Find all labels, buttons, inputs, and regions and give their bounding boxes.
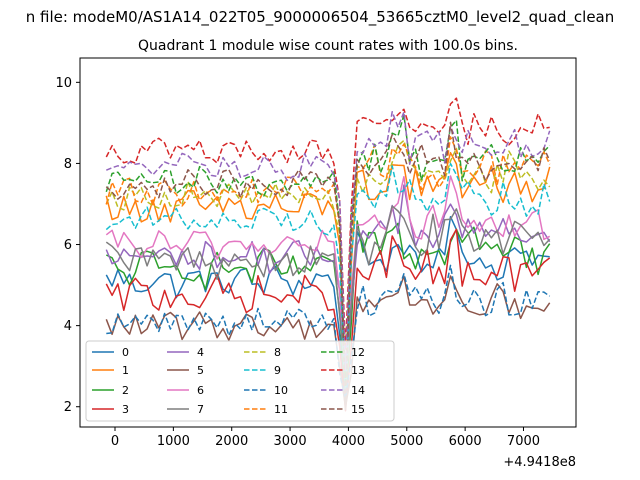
series-line-3 — [105, 228, 551, 412]
series-line-13 — [105, 97, 550, 351]
y-tick-label: 8 — [64, 157, 72, 172]
series-line-7 — [105, 205, 551, 376]
y-tick-label: 2 — [64, 400, 72, 415]
legend-label-7: 7 — [197, 403, 204, 416]
series-line-1 — [105, 151, 551, 404]
figure-suptitle: n file: modeM0/AS1A14_022T05_9000006504_… — [26, 8, 615, 27]
series-line-2 — [105, 220, 551, 400]
legend-label-8: 8 — [274, 346, 281, 359]
series-line-0 — [105, 215, 550, 396]
series-line-14 — [106, 111, 551, 371]
x-tick-label: 3000 — [274, 434, 307, 449]
y-tick-label: 6 — [64, 238, 72, 253]
series-line-4 — [105, 184, 551, 384]
legend-label-14: 14 — [351, 384, 365, 397]
legend-label-12: 12 — [351, 346, 365, 359]
x-tick-label: 4000 — [332, 434, 365, 449]
series-line-9 — [105, 162, 551, 396]
legend-label-13: 13 — [351, 364, 365, 377]
plot-frame — [79, 57, 577, 428]
legend-label-10: 10 — [274, 384, 288, 397]
x-tick-label: 1000 — [157, 434, 190, 449]
x-tick-label: 7000 — [507, 434, 540, 449]
x-tick-label: 6000 — [449, 434, 482, 449]
series-line-11 — [105, 136, 551, 384]
legend-label-9: 9 — [274, 364, 281, 377]
x-axis: 0 1000 2000 3000 4000 5000 6000 7000 — [111, 427, 540, 449]
series-line-8 — [105, 139, 551, 380]
x-tick-label: 0 — [111, 434, 119, 449]
series-layer — [105, 97, 551, 412]
legend-label-11: 11 — [274, 403, 288, 416]
legend-label-3: 3 — [122, 403, 129, 416]
x-tick-label: 2000 — [215, 434, 248, 449]
series-line-5 — [105, 275, 551, 408]
legend-label-4: 4 — [197, 346, 204, 359]
legend-label-5: 5 — [197, 364, 204, 377]
legend-label-15: 15 — [351, 403, 365, 416]
legend-label-2: 2 — [122, 384, 129, 397]
legend-label-1: 1 — [122, 364, 129, 377]
y-tick-label: 10 — [55, 76, 72, 91]
y-axis: 2 4 6 8 10 — [55, 76, 80, 415]
x-tick-label: 5000 — [390, 434, 423, 449]
x-offset-label: +4.9418e8 — [503, 455, 576, 470]
chart-title: Quadrant 1 module wise count rates with … — [138, 38, 518, 54]
legend-label-6: 6 — [197, 384, 204, 397]
series-line-15 — [105, 121, 551, 412]
series-line-10 — [106, 264, 551, 400]
y-tick-label: 4 — [64, 319, 72, 334]
legend-label-0: 0 — [122, 346, 129, 359]
series-line-6 — [105, 175, 551, 392]
legend-box — [85, 340, 395, 422]
